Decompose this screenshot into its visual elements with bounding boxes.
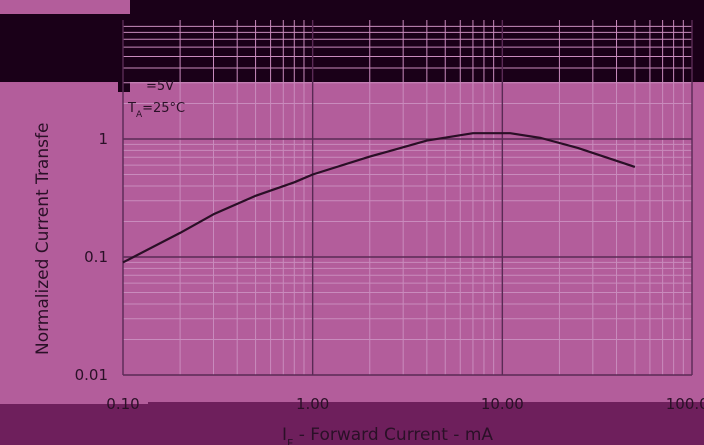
bottom-band-notch: [0, 384, 148, 404]
x-tick-label: 10.00: [481, 395, 524, 413]
grid: [122, 20, 693, 376]
y-tick-label: 0.01: [75, 366, 108, 384]
y-axis-title: Normalized Current Transfe: [33, 123, 53, 355]
annotation-vce: =5V: [146, 79, 174, 94]
x-tick-label: 100.00: [666, 395, 704, 413]
x-axis-title: IF - Forward Current - mA: [282, 425, 493, 445]
x-tick-label: 1.00: [296, 395, 329, 413]
legend-swatch: [118, 82, 130, 92]
tick-labels: 0.10 1.00 10.00 100.00 0.01 0.1 1: [75, 130, 704, 413]
series-line-group: [122, 132, 636, 264]
bottom-band: [0, 402, 704, 445]
y-tick-label: 1: [98, 130, 108, 148]
annotation-ta: TA=25°C: [127, 101, 185, 120]
top-band-gap: [0, 0, 130, 14]
y-tick-label: 0.1: [84, 248, 108, 266]
x-tick-label: 0.10: [106, 395, 139, 413]
series-line: [122, 132, 636, 264]
